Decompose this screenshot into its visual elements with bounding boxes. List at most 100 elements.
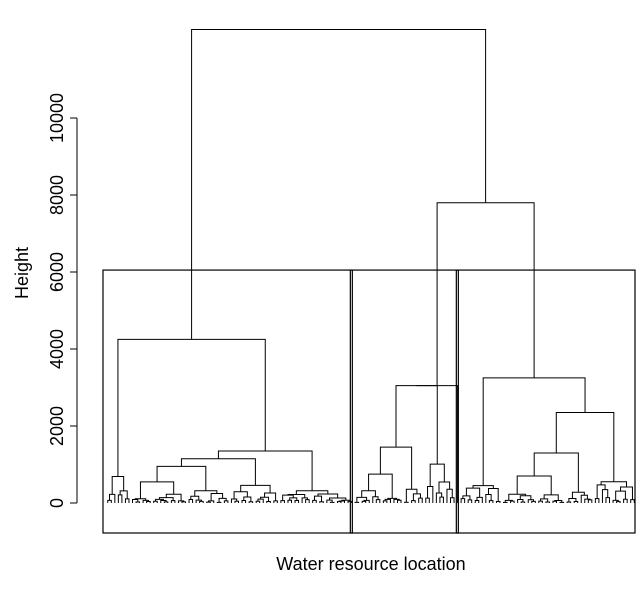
dendrogram-link	[623, 498, 628, 503]
dendrogram-link	[124, 498, 130, 503]
dendrogram-link	[450, 497, 455, 503]
dendrogram-link	[163, 501, 169, 503]
y-tick-label: 0	[47, 498, 67, 508]
dendrogram-link	[612, 499, 619, 503]
dendrogram-link	[488, 500, 494, 503]
dendrogram-link	[555, 412, 615, 482]
dendrogram-link	[485, 493, 492, 503]
y-axis: 0 2000 4000 6000 8000 10000	[47, 93, 78, 508]
dendrogram-link	[510, 500, 515, 503]
dendrogram-link	[217, 450, 313, 491]
dendrogram-link	[600, 481, 628, 488]
dendrogram-link	[503, 501, 508, 503]
dendrogram-link	[382, 500, 388, 503]
dendrogram-link	[418, 497, 423, 503]
cluster-box-3	[455, 269, 636, 534]
dendrogram-link	[354, 501, 360, 503]
dendrogram-link	[397, 499, 402, 503]
dendrogram-link	[134, 498, 147, 501]
dendrogram-link	[587, 499, 593, 503]
dendrogram-link	[395, 385, 438, 465]
dendrogram-link	[412, 493, 421, 501]
y-tick-label: 10000	[47, 93, 67, 143]
dendrogram-link	[460, 498, 466, 503]
dendrogram-link	[504, 499, 513, 503]
dendrogram-link	[194, 490, 218, 497]
dendrogram-link	[596, 484, 606, 499]
dendrogram-link	[425, 497, 430, 503]
dendrogram-link	[533, 452, 579, 493]
y-tick-label: 4000	[47, 329, 67, 369]
dendrogram-link	[181, 501, 186, 503]
dendrogram-link	[601, 489, 609, 503]
dendrogram-link	[416, 385, 459, 503]
dendrogram-link	[107, 499, 112, 503]
dendrogram-link	[109, 493, 116, 503]
dendrogram-link	[336, 501, 342, 503]
dendrogram-link	[117, 494, 123, 503]
dendrogram-link	[566, 501, 572, 503]
dendrogram-link	[472, 485, 494, 489]
dendrogram-link	[571, 491, 585, 499]
dendrogram-link	[170, 500, 176, 503]
dendrogram-link	[329, 501, 335, 503]
dendrogram-link	[487, 487, 499, 502]
dendrogram-link	[210, 492, 224, 501]
dendrogram-link	[180, 458, 256, 486]
dendrogram-link	[153, 500, 158, 503]
y-tick-label: 8000	[47, 175, 67, 215]
dendrogram-link	[387, 497, 398, 500]
dendrogram-link	[368, 473, 393, 499]
dendrogram-link	[531, 500, 536, 503]
dendrogram-link	[527, 499, 535, 503]
cluster-box-2	[349, 269, 459, 534]
dendrogram-link	[538, 500, 543, 503]
dendrogram-link	[361, 500, 367, 503]
dendrogram-link	[158, 497, 174, 501]
dendrogram-link	[372, 496, 379, 503]
dendrogram-link	[363, 499, 370, 503]
dendrogram-link	[379, 446, 413, 490]
dendrogram-link	[177, 500, 185, 503]
dendrogram-link	[328, 497, 347, 501]
dendrogram-link	[620, 486, 633, 500]
dendrogram-link	[241, 499, 247, 503]
dendrogram-link	[248, 501, 254, 503]
dendrogram-link	[287, 493, 306, 498]
dendrogram-link	[520, 501, 526, 503]
dendrogram-link	[156, 465, 207, 491]
dendrogram-link	[264, 492, 277, 501]
dendrogram-link	[289, 497, 298, 501]
dendrogram-link	[630, 499, 635, 503]
dendrogram-link	[243, 496, 252, 502]
dendrogram-link	[439, 496, 444, 503]
dendrogram-link	[117, 338, 266, 477]
dendrogram-link	[287, 499, 292, 503]
dendrogram-link	[568, 497, 577, 502]
dendrogram-link	[384, 498, 391, 503]
dendrogram-link	[462, 495, 471, 500]
dendrogram-link	[282, 494, 294, 501]
dendrogram-link	[573, 500, 579, 503]
y-tick-label: 2000	[47, 406, 67, 446]
dendrogram-link	[319, 501, 324, 503]
dendrogram-link	[255, 500, 261, 503]
cluster-boxes	[102, 269, 636, 534]
dendrogram-link	[111, 476, 125, 495]
dendrogram-link	[584, 498, 591, 503]
dendrogram-link	[146, 500, 151, 503]
dendrogram-link	[240, 484, 271, 493]
dendrogram-link	[206, 501, 211, 503]
dendrogram-link	[218, 497, 227, 503]
dendrogram-link	[234, 500, 239, 503]
dendrogram-link	[495, 501, 501, 503]
x-axis-label: Water resource location	[276, 554, 465, 574]
dendrogram-link	[280, 500, 285, 503]
dendrogram-link	[135, 501, 141, 503]
dendrogram-link	[216, 501, 222, 503]
dendrogram-link	[188, 499, 194, 503]
dendrogram-link	[191, 28, 487, 340]
dendrogram-tree	[107, 28, 635, 503]
dendrogram-link	[266, 501, 271, 503]
dendrogram-link	[540, 498, 549, 503]
